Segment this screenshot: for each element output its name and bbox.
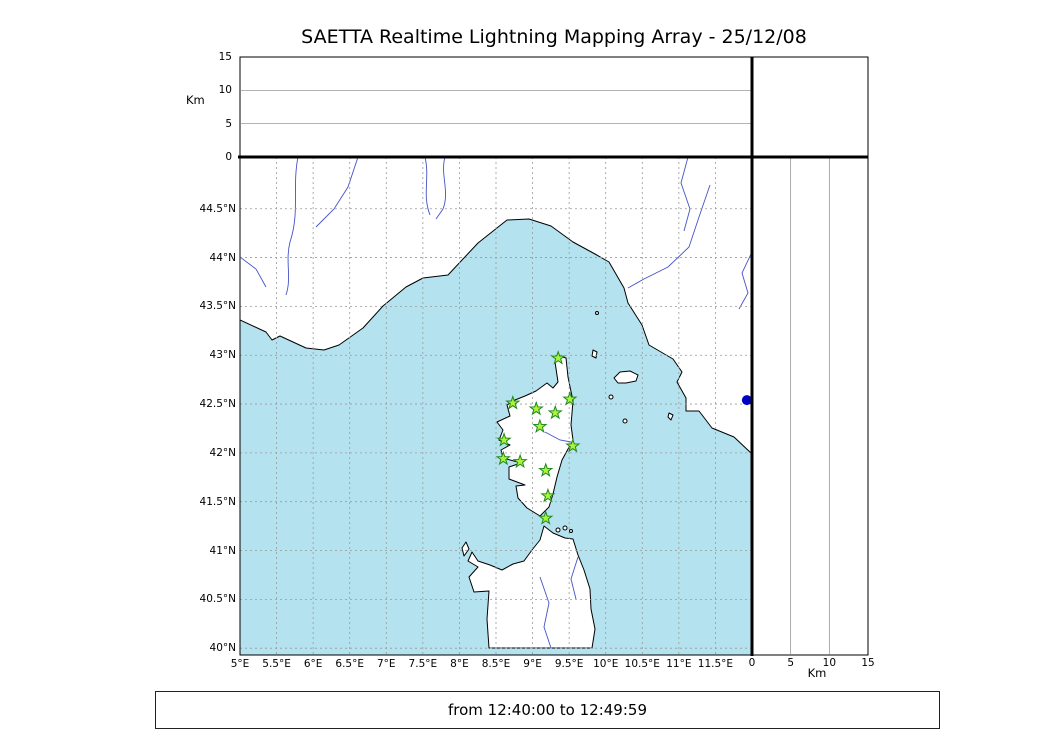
figure-title: SAETTA Realtime Lightning Mapping Array …	[301, 26, 807, 48]
event-markers	[741, 395, 752, 406]
station-star	[496, 432, 512, 447]
island-montecristo	[622, 418, 628, 424]
corner-panel	[751, 56, 869, 158]
altitude-latitude-panel	[751, 156, 869, 656]
station-star	[505, 395, 521, 410]
island-maddalena	[555, 527, 561, 533]
island-maddalena	[562, 525, 568, 531]
station-star	[532, 418, 548, 433]
altitude-axis-unit-label-right: Km	[807, 666, 827, 680]
altitude-gridlines-right	[790, 157, 830, 655]
map-panel	[240, 157, 752, 655]
island-giglio	[667, 412, 674, 421]
station-star	[547, 404, 563, 420]
station-star	[528, 400, 544, 416]
station-markers	[495, 350, 581, 525]
time-range-bar: from 12:40:00 to 12:49:59	[155, 691, 940, 729]
event-dot	[741, 395, 752, 406]
island-maddalena	[569, 529, 573, 533]
island-elba	[613, 370, 639, 384]
island-pianosa	[608, 394, 614, 400]
island-capraia	[591, 349, 598, 359]
station-star	[550, 350, 566, 365]
station-star	[540, 487, 556, 503]
station-star	[538, 510, 554, 525]
coastline-mainland	[240, 157, 752, 455]
station-star	[512, 453, 528, 469]
altitude-gridlines-top	[240, 89, 752, 125]
rivers	[240, 157, 752, 649]
station-star	[565, 438, 581, 453]
land-masses	[240, 157, 752, 649]
station-star	[495, 450, 511, 466]
coastline-corsica	[496, 355, 574, 517]
station-star	[562, 391, 578, 406]
island-gorgona	[595, 311, 599, 315]
altitude-axis-unit-label-top: Km	[186, 93, 205, 107]
island-asinara	[461, 541, 470, 557]
station-star	[538, 462, 554, 477]
altitude-longitude-panel	[239, 56, 753, 158]
coastline-sardinia	[467, 525, 596, 649]
time-range-text: from 12:40:00 to 12:49:59	[447, 701, 647, 719]
